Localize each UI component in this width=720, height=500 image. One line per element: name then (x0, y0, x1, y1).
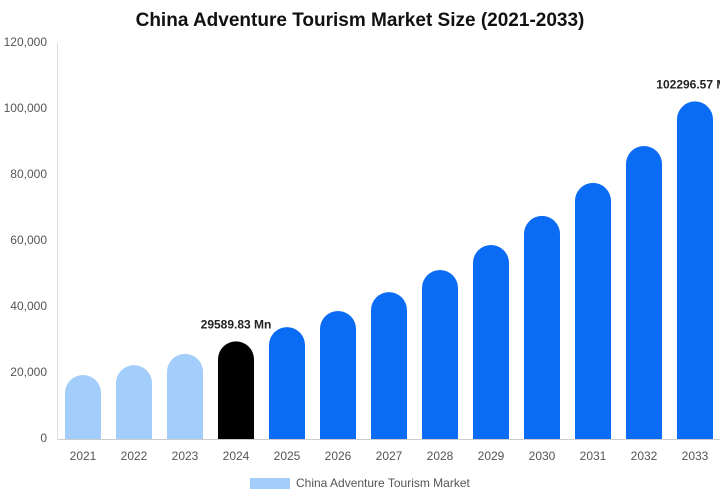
x-tick-label: 2030 (529, 449, 556, 463)
bar (218, 341, 254, 439)
value-label: 102296.57 Mn (656, 78, 720, 92)
x-tick-label: 2028 (427, 449, 454, 463)
y-tick-label: 100,000 (4, 101, 48, 115)
value-label: 29589.83 Mn (201, 318, 272, 332)
x-tick-label: 2032 (631, 449, 658, 463)
x-tick-label: 2026 (325, 449, 352, 463)
bar (269, 327, 305, 439)
y-tick-label: 20,000 (10, 365, 47, 379)
bar (473, 244, 509, 439)
bar (677, 101, 713, 439)
bar (167, 353, 203, 439)
x-tick-label: 2025 (274, 449, 301, 463)
x-tick-label: 2031 (580, 449, 607, 463)
y-tick-label: 60,000 (10, 233, 47, 247)
x-tick-label: 2027 (376, 449, 403, 463)
bar (422, 270, 458, 439)
x-tick-label: 2022 (121, 449, 148, 463)
y-tick-label: 120,000 (4, 35, 48, 49)
chart-title: China Adventure Tourism Market Size (202… (136, 10, 585, 31)
x-tick-label: 2029 (478, 449, 505, 463)
bar (626, 145, 662, 439)
x-tick-label: 2033 (682, 449, 709, 463)
bar (371, 292, 407, 439)
x-tick-label: 2023 (172, 449, 199, 463)
legend-label: China Adventure Tourism Market (296, 476, 471, 490)
y-tick-label: 80,000 (10, 167, 47, 181)
bar (575, 182, 611, 440)
bar (116, 365, 152, 439)
bar (320, 310, 356, 439)
x-tick-label: 2021 (70, 449, 97, 463)
y-tick-label: 40,000 (10, 299, 47, 313)
y-tick-label: 0 (40, 431, 47, 445)
legend-swatch (250, 478, 290, 489)
x-tick-label: 2024 (223, 449, 250, 463)
bar (524, 215, 560, 439)
bar (65, 374, 101, 439)
